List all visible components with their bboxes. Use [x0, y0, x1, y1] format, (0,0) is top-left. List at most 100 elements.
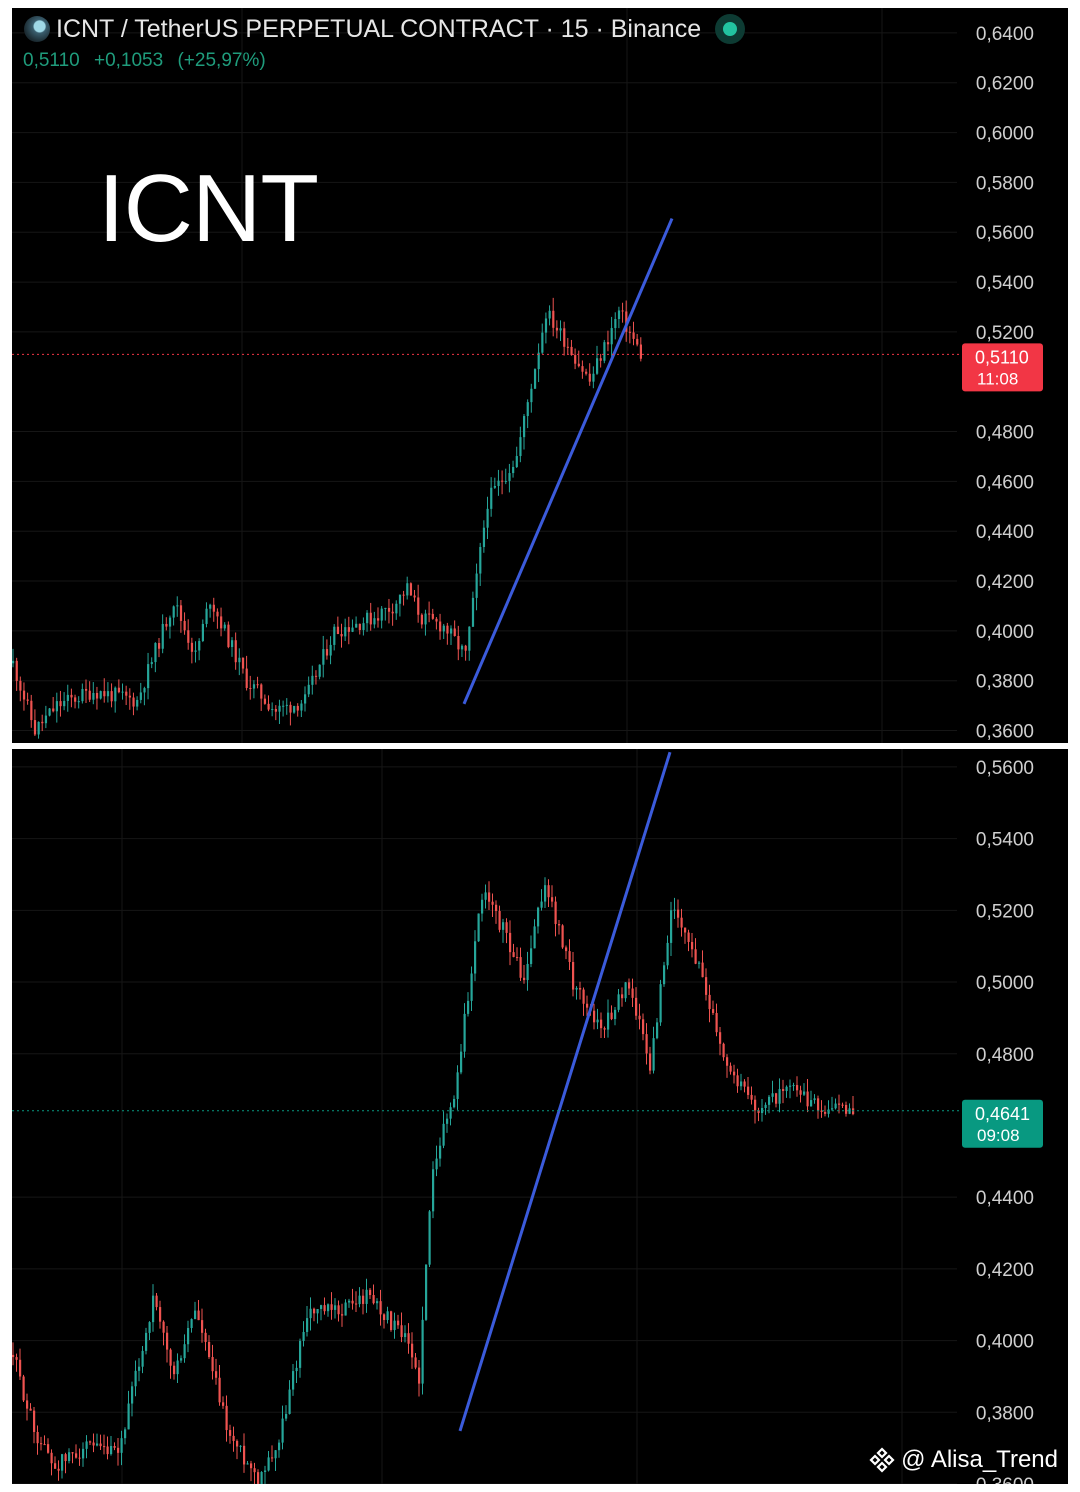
- candle: [285, 698, 288, 715]
- grid: [12, 8, 957, 743]
- candle: [757, 1107, 760, 1122]
- candle: [404, 1325, 407, 1343]
- candle: [372, 1284, 375, 1305]
- candle: [252, 680, 256, 699]
- y-tick-label: 0,5200: [976, 323, 1034, 344]
- candle: [66, 684, 69, 712]
- badge-price: 0,5110: [975, 347, 1029, 367]
- candle: [274, 705, 277, 721]
- candle: [243, 1433, 246, 1473]
- y-tick-label: 0,4400: [976, 522, 1034, 543]
- candlestick-chart-top[interactable]: 0,6400 0,6200 0,6000 0,5800 0,5600 0,5400 0,52…: [12, 8, 1068, 743]
- candle: [475, 563, 478, 611]
- candle: [691, 933, 694, 958]
- candle: [663, 961, 666, 987]
- candle: [369, 1287, 372, 1300]
- candle: [29, 1403, 32, 1411]
- candle: [666, 935, 669, 970]
- candle: [442, 623, 445, 640]
- candle: [257, 1469, 260, 1484]
- candle: [698, 961, 701, 969]
- candle: [183, 1334, 186, 1363]
- candle: [340, 623, 343, 648]
- price-badge: 0,4641 09:08: [962, 1099, 1043, 1148]
- candle: [99, 690, 102, 700]
- candle: [411, 1332, 414, 1369]
- candle: [260, 683, 263, 711]
- candle: [249, 675, 252, 700]
- candle: [333, 624, 336, 651]
- candle: [684, 927, 687, 944]
- candle: [547, 879, 550, 908]
- candle: [40, 1436, 43, 1451]
- candle: [778, 1078, 781, 1113]
- y-tick-label: 0,4800: [976, 1045, 1034, 1066]
- candle: [614, 1007, 617, 1026]
- candle: [229, 1424, 232, 1444]
- candle: [231, 637, 234, 657]
- candle: [677, 899, 680, 928]
- candle: [610, 1005, 613, 1021]
- y-tick-label: 0,4000: [976, 1332, 1034, 1353]
- candle: [768, 1094, 771, 1114]
- candle: [729, 1062, 732, 1075]
- candle: [572, 952, 575, 997]
- candle: [799, 1085, 802, 1103]
- candle: [747, 1076, 750, 1100]
- candle: [813, 1094, 816, 1104]
- trendline[interactable]: [462, 217, 674, 705]
- candle: [306, 1306, 309, 1337]
- candle: [424, 609, 427, 636]
- candle: [225, 1395, 228, 1442]
- candle: [771, 1080, 774, 1103]
- candle: [574, 348, 577, 370]
- candle: [652, 1026, 655, 1074]
- candle: [216, 608, 219, 629]
- candle: [512, 943, 515, 958]
- candle: [495, 900, 498, 924]
- candle: [639, 337, 642, 362]
- candle: [838, 1094, 841, 1114]
- candle: [384, 607, 387, 621]
- y-tick-label: 0,4800: [976, 423, 1034, 444]
- candle: [417, 584, 420, 623]
- candle: [400, 1312, 403, 1343]
- candle: [77, 696, 80, 709]
- trendline[interactable]: [458, 751, 672, 1432]
- candle: [323, 1297, 326, 1315]
- candle: [502, 918, 505, 943]
- candle: [15, 657, 18, 691]
- candle: [617, 989, 620, 1013]
- candle: [289, 701, 292, 726]
- candle: [600, 1012, 603, 1038]
- y-tick-label: 0,5400: [976, 830, 1034, 851]
- candle: [413, 589, 416, 602]
- candle: [722, 1042, 725, 1061]
- candle: [386, 1306, 389, 1324]
- candle: [596, 345, 599, 375]
- candle: [81, 683, 84, 704]
- candle: [134, 1360, 137, 1397]
- candle: [355, 1291, 358, 1313]
- candle: [82, 1442, 85, 1467]
- candle: [180, 1355, 183, 1363]
- candle: [680, 908, 683, 937]
- candlestick-chart-bottom[interactable]: 0,5600 0,5400 0,5200 0,5000 0,4800 0,4400 0,42…: [12, 749, 1068, 1484]
- candle: [63, 692, 66, 711]
- price-quote: 0,5110 +0,1053 (+25,97%): [23, 50, 275, 72]
- symbol-title[interactable]: ICNT / TetherUS PERPETUAL CONTRACT · 15 …: [56, 14, 702, 43]
- candle: [603, 1026, 606, 1038]
- candle: [150, 657, 153, 669]
- candle: [446, 1113, 449, 1133]
- candle: [176, 596, 179, 617]
- candle: [172, 605, 175, 626]
- candle: [712, 1000, 715, 1016]
- candle: [278, 699, 281, 725]
- badge-time: 09:08: [977, 1126, 1020, 1145]
- candle: [806, 1079, 809, 1113]
- candle: [322, 635, 325, 678]
- candle: [22, 1374, 25, 1403]
- candle: [187, 619, 190, 650]
- candle: [71, 1452, 74, 1464]
- candle: [439, 613, 442, 640]
